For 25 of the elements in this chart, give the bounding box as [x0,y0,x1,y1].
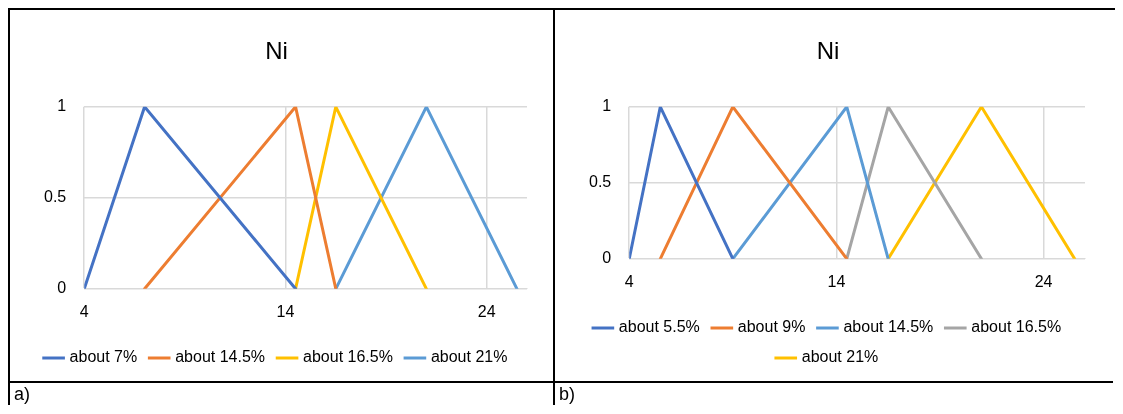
text: a) [13,383,31,405]
text: b) [558,383,576,405]
chart-title: Ni [265,37,288,65]
legend-label: about 5.5% [618,318,700,336]
legend-label: about 21% [430,348,508,366]
x-tick-label: 14 [827,272,846,290]
x-tick-label: 14 [276,302,295,320]
x-tick-label: 4 [624,272,634,290]
legend-label: about 7% [69,348,138,366]
legend-label: about 16.5% [971,318,1062,336]
y-tick-label: 0 [602,249,612,267]
legend-label: about 16.5% [303,348,393,366]
chart-title: Ni [816,37,840,65]
y-tick-label: 1 [57,97,67,115]
y-tick-label: 1 [602,97,612,115]
y-tick-label: 0 [57,279,67,297]
legend-label: about 21% [801,348,879,366]
y-tick-label: 0.5 [588,173,612,191]
legend-label: about 14.5% [843,318,934,336]
legend-label: about 9% [737,318,806,336]
legend-label: about 14.5% [175,348,266,366]
x-tick-label: 24 [477,302,496,320]
y-tick-label: 0.5 [43,188,67,206]
x-tick-label: 24 [1034,272,1053,290]
x-tick-label: 4 [79,302,89,320]
